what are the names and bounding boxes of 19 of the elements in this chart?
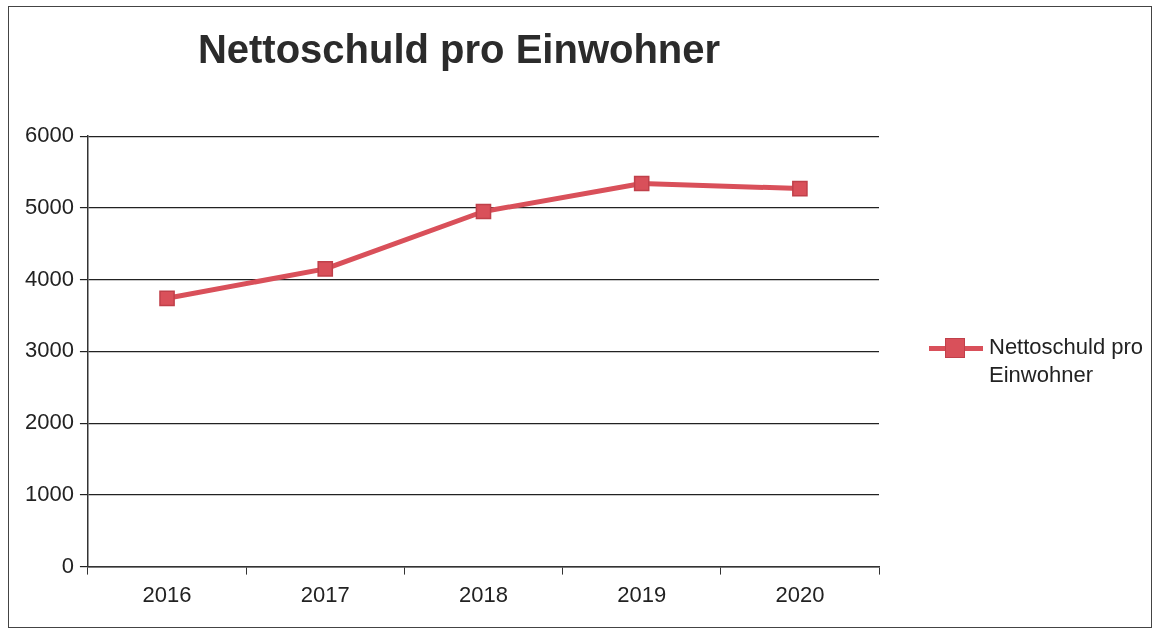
y-tick-label: 4000 <box>24 265 74 291</box>
point <box>317 261 334 277</box>
y-tick-label: 6000 <box>24 122 74 148</box>
x-tick-label: 2018 <box>458 581 508 607</box>
x-tick-label: 2019 <box>617 581 667 607</box>
x-tick-label: 2016 <box>142 581 192 607</box>
point <box>633 175 650 192</box>
chart-title: Nettoschuld pro Einwohner <box>196 27 722 72</box>
point <box>475 203 492 220</box>
y-tick-label: 0 <box>61 552 74 578</box>
point <box>159 290 175 307</box>
y-tick-label: 1000 <box>24 480 74 506</box>
x-tick-label: 2020 <box>775 581 825 607</box>
y-tick-label: 5000 <box>24 194 74 219</box>
x-tick-label: 2017 <box>300 581 350 607</box>
legend-label: Nettoschuld pro Einwohner <box>989 333 1145 389</box>
y-tick-label: 2000 <box>24 409 74 435</box>
y-tick-label: 3000 <box>24 337 74 363</box>
point <box>792 180 808 197</box>
